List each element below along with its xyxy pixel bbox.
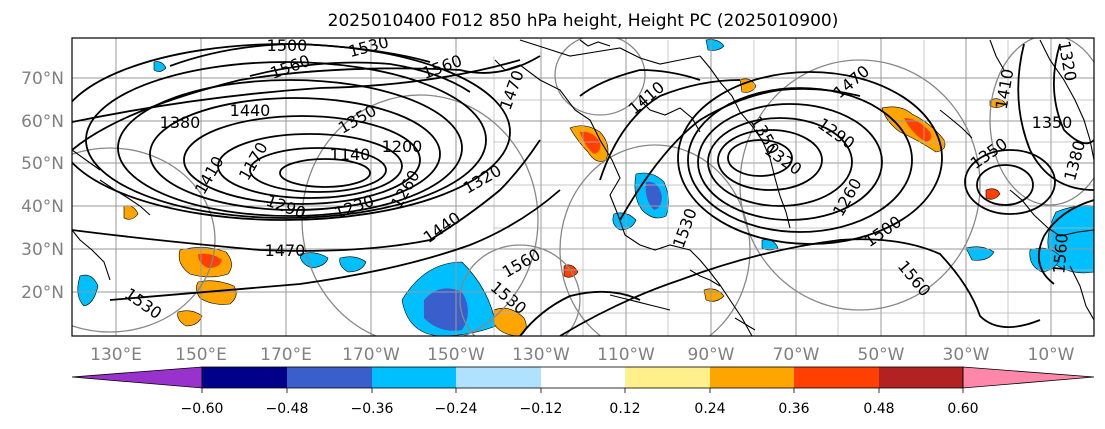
lon-label: 30°W (943, 345, 990, 365)
negative-anomaly (153, 61, 167, 72)
anomaly-shading (77, 39, 1094, 336)
negative-anomaly-core (424, 288, 468, 331)
lon-label: 50°W (858, 345, 905, 365)
longitude-labels: 130°E 150°E 170°E 170°W 150°W 130°W 110°… (90, 345, 1075, 365)
positive-anomaly-core (904, 118, 932, 142)
colorbar-ticks (201, 388, 964, 393)
lon-label: 10°W (1028, 345, 1075, 365)
colorbar-tick-label: 0.48 (863, 401, 894, 417)
map-panel: 1500 1530 1560 1560 1470 1410 1470 1440 … (71, 36, 1095, 337)
positive-anomaly (985, 188, 1001, 200)
colorbar-segment (202, 367, 287, 388)
fine-grid (493, 40, 1094, 336)
lat-label: 40°N (21, 197, 64, 217)
positive-anomaly-core (580, 131, 601, 154)
negative-anomaly-core (645, 181, 662, 210)
colorbar-segment (879, 367, 963, 388)
contour-label: 1350 (1032, 113, 1073, 132)
contour-label: 1440 (230, 101, 271, 120)
positive-anomaly-core (198, 253, 222, 268)
height-contours (72, 43, 1094, 336)
colorbar-segment (541, 367, 625, 388)
colorbar-extend-high (962, 366, 1095, 389)
contour-label: 1500 (267, 36, 308, 55)
positive-anomaly (989, 98, 1007, 108)
positive-anomaly (177, 310, 203, 327)
lat-label: 20°N (21, 283, 64, 303)
negative-anomaly (77, 274, 99, 307)
colorbar-tick-label: 0.24 (694, 401, 725, 417)
colorbar-segment (456, 367, 541, 388)
colorbar: −0.60 −0.48 −0.36 −0.24 −0.12 0.12 0.24 … (71, 366, 1095, 417)
colorbar-tick-label: 0.60 (947, 401, 978, 417)
colorbar-tick-label: −0.24 (435, 401, 478, 417)
map-title: 2025010400 F012 850 hPa height, Height P… (328, 11, 839, 31)
colorbar-tick-label: 0.12 (609, 401, 640, 417)
lat-label: 70°N (21, 69, 64, 89)
colorbar-tick-label: −0.36 (351, 401, 394, 417)
colorbar-segment (710, 367, 794, 388)
colorbar-tick-label: −0.12 (520, 401, 563, 417)
latitude-labels: 70°N 60°N 50°N 40°N 30°N 20°N (21, 69, 64, 303)
lon-label: 130°E (90, 345, 142, 365)
colorbar-extend-low (71, 366, 203, 389)
lon-label: 70°W (773, 345, 820, 365)
lon-label: 150°E (175, 345, 227, 365)
lon-label: 150°W (427, 345, 485, 365)
contour-label: 1140 (330, 145, 371, 164)
contour-label: 1470 (265, 241, 306, 260)
coastlines (72, 39, 1094, 336)
map-frame (71, 37, 1095, 337)
lon-label: 170°W (342, 345, 400, 365)
contour-label: 1380 (160, 113, 201, 132)
negative-anomaly (965, 246, 995, 261)
lon-label: 130°W (512, 345, 570, 365)
colorbar-segment (794, 367, 879, 388)
lon-label: 110°W (597, 345, 655, 365)
colorbar-tick-label: −0.60 (181, 401, 224, 417)
lat-label: 30°N (21, 240, 64, 260)
colorbar-outline (201, 366, 964, 389)
colorbar-tick-label: 0.36 (778, 401, 809, 417)
contour-label: 1200 (382, 137, 423, 156)
colorbar-tick-label: −0.48 (266, 401, 309, 417)
lat-label: 60°N (21, 112, 64, 132)
negative-anomaly (339, 256, 367, 273)
colorbar-segment (372, 367, 456, 388)
lon-label: 90°W (688, 345, 735, 365)
colorbar-segment (625, 367, 710, 388)
contour-label: 1560 (1049, 232, 1071, 274)
lat-label: 50°N (21, 154, 64, 174)
lon-label: 170°E (260, 345, 312, 365)
colorbar-segment (287, 367, 372, 388)
positive-anomaly (739, 78, 757, 93)
